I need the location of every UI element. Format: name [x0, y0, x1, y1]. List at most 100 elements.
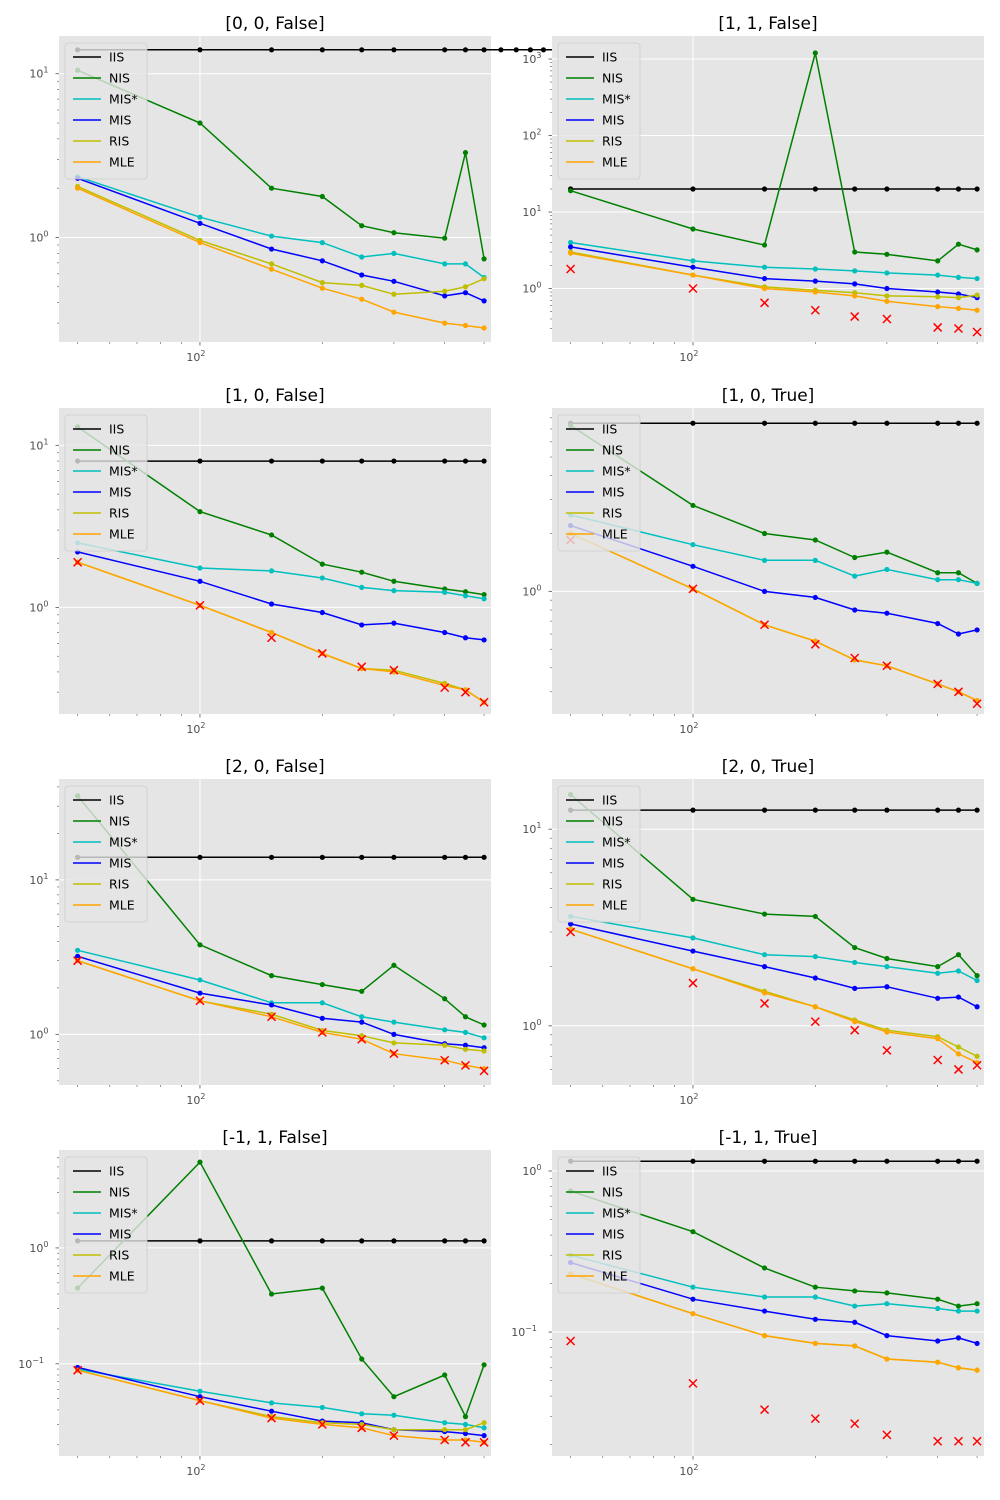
x-marker	[440, 1435, 450, 1445]
legend-label: IIS	[109, 422, 124, 437]
x-marker	[317, 648, 327, 658]
legend-label: IIS	[602, 793, 617, 808]
series-iis	[567, 807, 980, 813]
y-tick-exponent: 0	[43, 599, 48, 608]
series-iis	[74, 1238, 487, 1244]
data-point	[197, 47, 203, 53]
data-point	[935, 970, 941, 976]
data-point	[955, 968, 962, 974]
data-point	[690, 935, 696, 941]
x-marker	[317, 1027, 327, 1037]
data-point	[268, 261, 275, 267]
data-point	[462, 593, 469, 599]
x-marker	[953, 1064, 964, 1074]
legend-label: NIS	[109, 71, 130, 86]
data-point	[462, 1042, 469, 1048]
data-point	[359, 569, 365, 575]
data-point	[852, 554, 858, 561]
x-marker	[479, 1066, 489, 1076]
data-point	[935, 1305, 941, 1312]
data-point	[359, 1411, 365, 1417]
data-point	[690, 1284, 696, 1290]
data-point	[319, 1000, 325, 1006]
data-point	[567, 244, 574, 250]
data-point	[812, 594, 818, 601]
series-mle	[74, 185, 487, 331]
x-tick-exponent: 2	[693, 349, 698, 358]
data-point	[268, 1291, 275, 1297]
data-point	[812, 807, 818, 813]
data-point	[935, 1036, 941, 1042]
x-marker	[810, 305, 820, 315]
series-mle	[567, 250, 980, 313]
data-point	[761, 1265, 768, 1271]
data-point	[319, 240, 325, 246]
legend-label: MIS*	[109, 1206, 138, 1221]
subplot-title: [-1, 1, False]	[222, 1128, 327, 1148]
data-point	[513, 47, 519, 53]
x-marker	[479, 697, 489, 707]
data-point	[852, 573, 858, 579]
data-point	[761, 964, 768, 970]
data-point	[935, 570, 941, 576]
x-marker	[566, 1336, 576, 1346]
data-point	[974, 973, 980, 979]
data-point	[462, 1414, 469, 1420]
data-point	[391, 1019, 397, 1025]
x-markers	[566, 535, 982, 709]
data-point	[690, 807, 696, 813]
legend-box	[557, 42, 641, 180]
x-marker	[810, 1017, 820, 1027]
legend-label: IIS	[602, 422, 617, 437]
series-mle	[567, 1271, 980, 1373]
data-point	[852, 607, 858, 613]
legend-label: RIS	[109, 134, 129, 149]
data-point	[462, 458, 469, 464]
data-point	[268, 1400, 275, 1406]
x-marker	[850, 1025, 860, 1035]
data-point	[690, 563, 696, 569]
x-marker	[195, 996, 205, 1006]
data-point	[884, 964, 890, 970]
series-mis-star	[567, 913, 980, 984]
y-tick-exponent: 1	[43, 872, 48, 881]
legend-label: NIS	[109, 814, 130, 829]
legend-label: MLE	[109, 898, 135, 913]
data-point	[359, 47, 365, 53]
x-marker	[953, 687, 964, 697]
x-marker	[760, 298, 770, 308]
x-marker	[389, 665, 399, 675]
legend-label: MIS	[109, 113, 131, 128]
data-point	[391, 1412, 397, 1418]
subplot-title: [-1, 1, True]	[719, 1128, 818, 1148]
x-marker	[933, 1436, 943, 1446]
data-point	[391, 962, 397, 968]
data-point	[481, 276, 487, 282]
data-point	[481, 458, 487, 464]
legend-label: RIS	[602, 134, 622, 149]
legend-label: MIS	[602, 856, 624, 871]
x-marker	[972, 1060, 982, 1070]
data-point	[442, 261, 448, 267]
data-point	[391, 1238, 397, 1244]
data-point	[955, 291, 962, 297]
data-point	[761, 242, 768, 248]
series-mis	[74, 549, 487, 643]
data-point	[812, 1316, 818, 1322]
series-nis	[567, 791, 980, 979]
legend-label: MIS	[602, 1227, 624, 1242]
series-iis	[567, 1158, 980, 1164]
legend: IIS NIS MIS* MIS RIS MLE	[557, 785, 641, 923]
data-point	[955, 1365, 962, 1371]
series-mis-star	[74, 1366, 487, 1431]
data-point	[884, 1029, 890, 1035]
x-marker	[972, 327, 982, 337]
series-mis-star	[74, 947, 487, 1041]
x-marker	[810, 639, 820, 649]
y-tick-exponent: 1	[43, 66, 48, 75]
x-marker	[73, 956, 83, 966]
data-point	[955, 994, 962, 1000]
legend-label: MIS*	[602, 835, 631, 850]
x-marker	[810, 1414, 820, 1424]
